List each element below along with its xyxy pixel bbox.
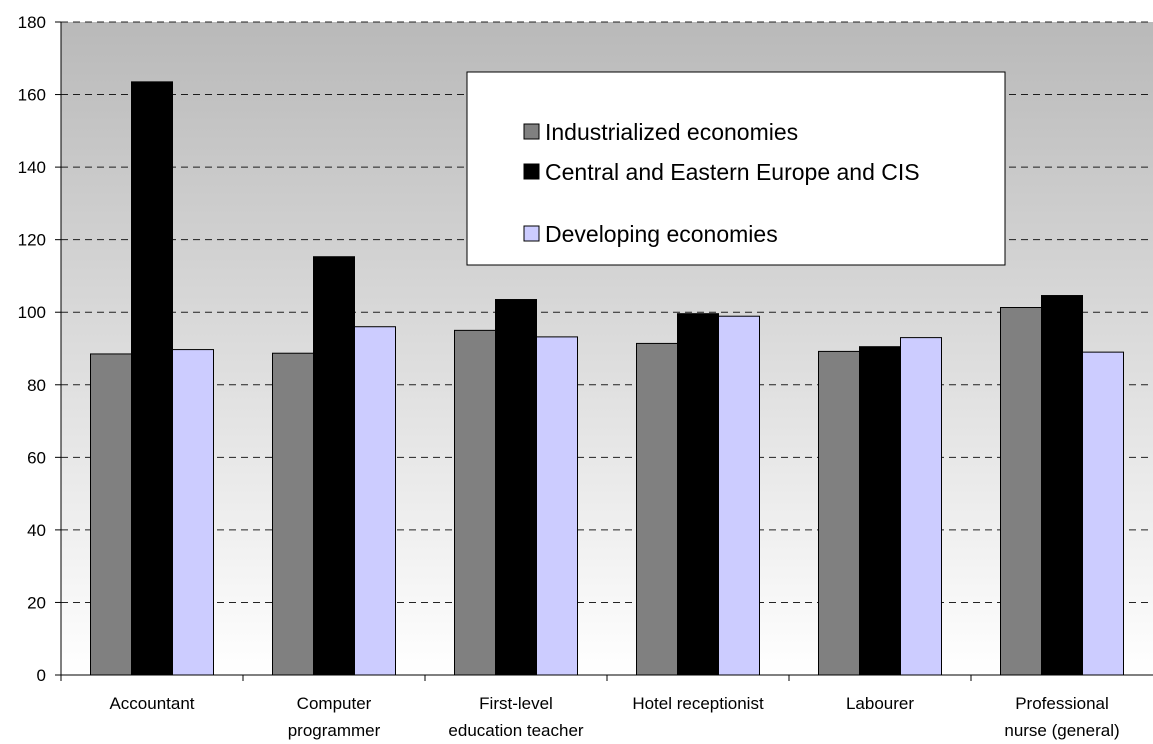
bar [272,352,314,676]
x-category-label: Professional [1015,694,1109,713]
y-tick-label: 80 [27,376,46,395]
x-category-label: Labourer [846,694,914,713]
legend-swatch-industrialized [523,123,540,140]
legend-swatch-cee-cis [523,163,540,180]
y-tick-label: 160 [18,86,46,105]
x-category-label: Hotel receptionist [632,694,764,713]
bar [1082,351,1124,676]
y-tick-label: 120 [18,231,46,250]
bar [677,313,719,676]
bar [536,336,578,676]
y-tick-label: 0 [37,666,46,685]
bar [131,81,173,676]
bars [90,81,1124,676]
x-category-label: programmer [288,721,381,740]
bar [1041,295,1083,676]
y-tick-label: 180 [18,13,46,32]
y-tick-label: 60 [27,448,46,467]
bar [354,326,396,676]
y-tick-label: 100 [18,303,46,322]
bar [495,299,537,676]
gridlines [61,21,1153,603]
bar [90,353,132,676]
axes: 0 20 40 60 80 100 120 140 160 180 Accountant Comput… [18,13,1153,740]
y-tick-label: 20 [27,593,46,612]
legend-label-developing: Developing economies [545,221,778,247]
bar [859,346,901,676]
bar [900,337,942,676]
bar [818,350,860,676]
y-tick-label: 40 [27,521,46,540]
bar [1000,307,1042,676]
bar [718,315,760,676]
x-category-label: First-level [479,694,553,713]
legend-swatch-developing [523,225,540,242]
y-tick-label: 140 [18,158,46,177]
legend-box [466,71,1006,266]
bar [313,256,355,676]
bar [454,329,496,676]
bar [636,342,678,676]
x-category-label: Computer [297,694,372,713]
bar [172,349,214,676]
x-category-label: Accountant [109,694,194,713]
legend: Industrialized economies Central and Eas… [466,71,1006,266]
legend-label-cee-cis: Central and Eastern Europe and CIS [545,159,920,185]
legend-label-industrialized: Industrialized economies [545,119,798,145]
x-category-label: education teacher [448,721,583,740]
x-category-label: nurse (general) [1004,721,1119,740]
